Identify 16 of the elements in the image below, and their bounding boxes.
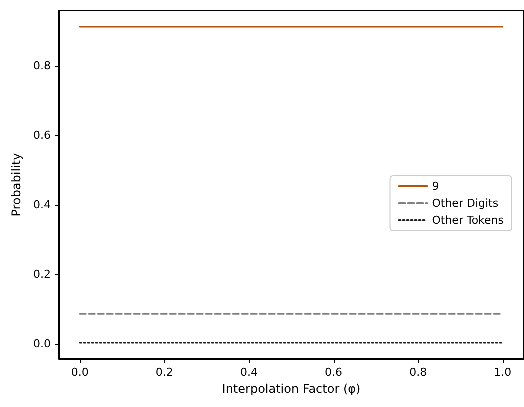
x-tick-label: 0.6 <box>325 366 343 379</box>
x-tick-label: 0.2 <box>156 366 174 379</box>
legend-label: Other Tokens <box>432 214 504 227</box>
x-tick-label: 1.0 <box>494 366 512 379</box>
y-tick-label: 0.0 <box>34 338 51 351</box>
y-axis-title: Probability <box>10 153 24 217</box>
y-tick-label: 0.4 <box>34 198 51 212</box>
x-tick-label: 0.4 <box>240 366 258 379</box>
legend-label: Other Digits <box>432 197 499 210</box>
x-tick-label: 0.8 <box>410 366 428 379</box>
x-axis-title: Interpolation Factor (φ) <box>222 382 361 396</box>
y-tick-label: 0.8 <box>34 59 51 72</box>
y-tick-label: 0.6 <box>34 128 51 142</box>
legend-label: 9 <box>432 180 440 193</box>
y-tick-label: 0.2 <box>34 268 51 282</box>
x-tick-label: 0.0 <box>71 366 89 379</box>
